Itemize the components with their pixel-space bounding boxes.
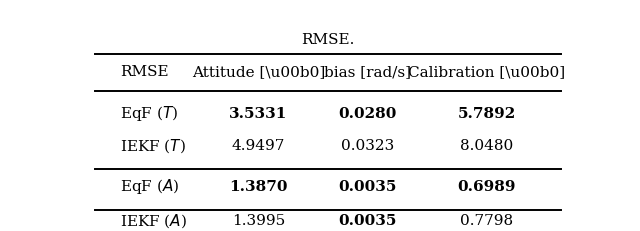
Text: 1.3870: 1.3870 [229, 180, 288, 194]
Text: 1.3995: 1.3995 [232, 214, 285, 228]
Text: 3.5331: 3.5331 [229, 107, 288, 121]
Text: EqF ($T$): EqF ($T$) [120, 104, 178, 124]
Text: EqF ($A$): EqF ($A$) [120, 177, 179, 196]
Text: 8.0480: 8.0480 [460, 139, 513, 153]
Text: 5.7892: 5.7892 [458, 107, 516, 121]
Text: Attitude [\u00b0]: Attitude [\u00b0] [192, 65, 325, 79]
Text: RMSE: RMSE [120, 65, 168, 79]
Text: IEKF ($T$): IEKF ($T$) [120, 137, 186, 155]
Text: 0.6989: 0.6989 [458, 180, 516, 194]
Text: 0.0280: 0.0280 [339, 107, 397, 121]
Text: bias [rad/s]: bias [rad/s] [324, 65, 411, 79]
Text: RMSE.: RMSE. [301, 33, 355, 47]
Text: IEKF ($A$): IEKF ($A$) [120, 212, 187, 230]
Text: 0.0323: 0.0323 [341, 139, 394, 153]
Text: Calibration [\u00b0]: Calibration [\u00b0] [408, 65, 565, 79]
Text: 4.9497: 4.9497 [232, 139, 285, 153]
Text: 0.7798: 0.7798 [460, 214, 513, 228]
Text: 0.0035: 0.0035 [339, 180, 397, 194]
Text: 0.0035: 0.0035 [339, 214, 397, 228]
